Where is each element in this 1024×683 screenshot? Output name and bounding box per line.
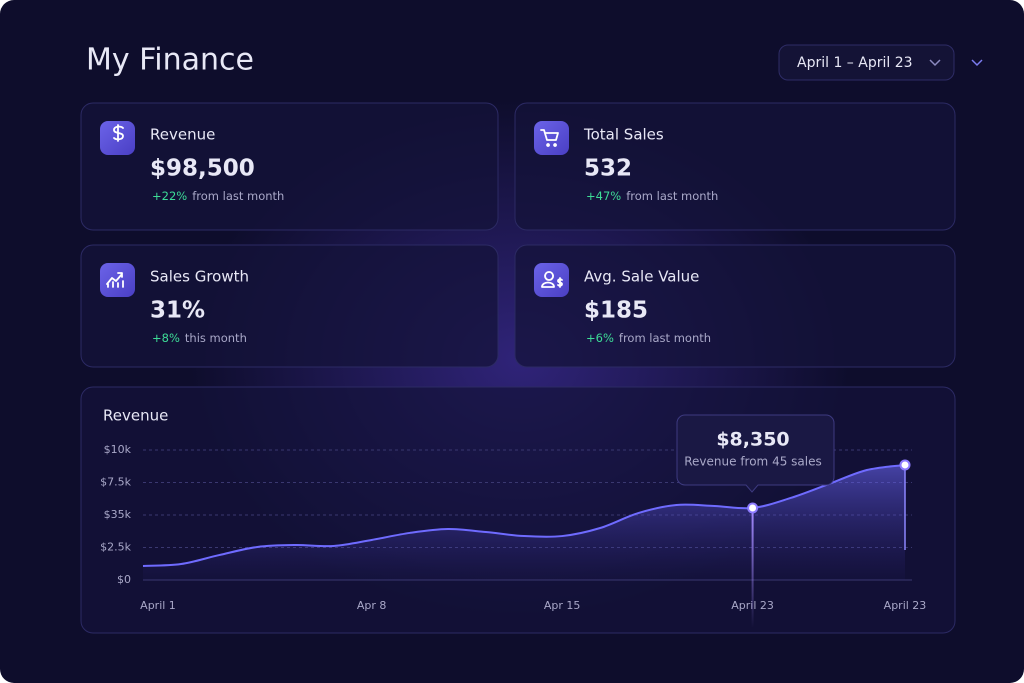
cards: Revenue $98,500 +22% from last month Total S… xyxy=(80,102,956,368)
date-picker[interactable] xyxy=(778,44,955,81)
card xyxy=(514,244,956,368)
card-icon xyxy=(113,124,124,142)
card-change-line: +8% this month xyxy=(152,331,247,345)
card-label: Avg. Sale Value xyxy=(584,268,699,286)
y-tick-label: $7.5k xyxy=(100,476,131,489)
card-change-line: +22% from last month xyxy=(152,189,284,203)
point xyxy=(747,502,759,514)
line xyxy=(142,463,906,567)
x-tick-label: Apr 15 xyxy=(544,599,581,612)
page-title: My Finance xyxy=(86,43,254,78)
y-tick-label: $2.5k xyxy=(100,541,131,554)
card-icon-bg xyxy=(534,121,569,155)
highlight-line xyxy=(751,507,754,628)
x-tick-label: Apr 8 xyxy=(357,599,387,612)
card-value: $98,500 xyxy=(150,156,255,182)
card-change: +47% xyxy=(586,189,621,203)
card-label: Sales Growth xyxy=(150,268,249,286)
card-label: Total Sales xyxy=(583,126,664,144)
card-icon xyxy=(541,271,563,288)
tooltip-text: Revenue from 45 sales xyxy=(684,455,821,469)
card-change: +6% xyxy=(586,331,614,345)
card-value: 532 xyxy=(584,156,632,182)
card-change-line: +47% from last month xyxy=(586,189,718,203)
card-note: this month xyxy=(185,331,247,345)
card-change: +22% xyxy=(152,189,187,203)
card-note: from last month xyxy=(626,189,718,203)
chart: $0 $2.5k $35k $7.5k $10k April 1 Apr 8 Apr 15 Ap… xyxy=(100,414,927,628)
card-change-line: +6% from last month xyxy=(586,331,711,345)
x-tick-label: April 23 xyxy=(884,599,927,612)
date-range[interactable]: April 1 – April 23 xyxy=(797,55,913,71)
chevron[interactable] xyxy=(929,59,941,67)
y-tick-label: $35k xyxy=(104,508,132,521)
card xyxy=(514,102,956,231)
card xyxy=(80,102,499,231)
card-change: +8% xyxy=(152,331,180,345)
card-value: $185 xyxy=(584,298,648,324)
area xyxy=(143,464,905,580)
card-label: Revenue xyxy=(150,126,215,144)
y-tick-label: $10k xyxy=(104,443,132,456)
y-tick-label: $0 xyxy=(117,573,131,586)
card-icon xyxy=(540,129,559,147)
chevron[interactable] xyxy=(971,59,983,67)
point xyxy=(899,459,911,471)
chart-title: Revenue xyxy=(103,407,168,425)
x-tick-label: April 1 xyxy=(140,599,176,612)
card-value: 31% xyxy=(150,298,205,324)
card-note: from last month xyxy=(192,189,284,203)
card xyxy=(80,244,499,368)
card-note: from last month xyxy=(619,331,711,345)
tooltip-value: $8,350 xyxy=(716,429,789,451)
tooltip xyxy=(676,414,835,493)
card-icon xyxy=(106,272,124,288)
